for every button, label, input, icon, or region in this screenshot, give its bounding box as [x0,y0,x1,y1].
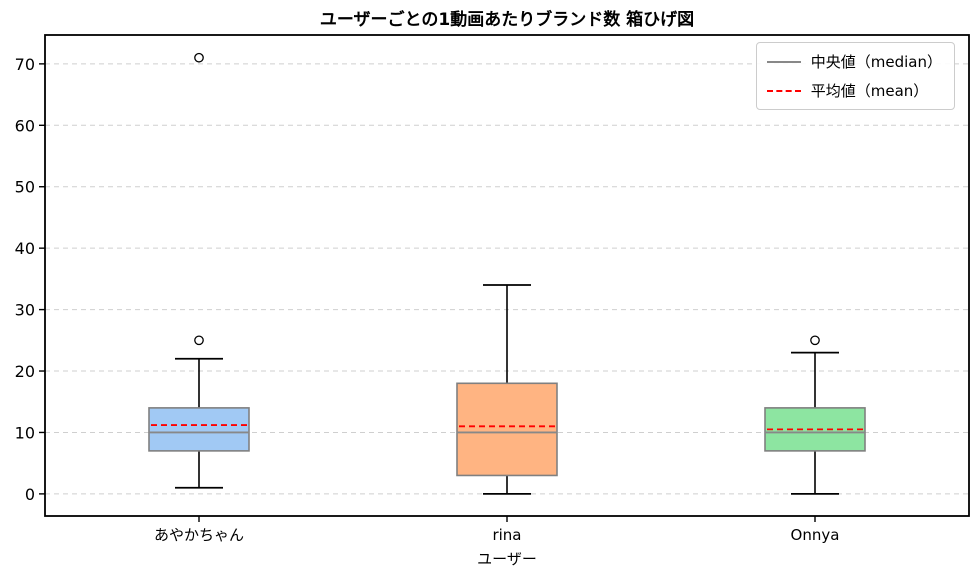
legend: 中央値（median） 平均値（mean） [755,42,955,110]
x-axis-title: ユーザー [477,550,537,568]
boxplot-box [148,407,250,452]
y-tick-label: 70 [15,55,35,74]
legend-mean-label: 平均値（mean） [810,82,929,100]
median-line-swatch [766,60,801,63]
mean-line-swatch [766,89,801,92]
y-tick-label: 10 [15,423,35,442]
y-tick-label: 60 [15,116,35,135]
x-category-label: Onnya [791,526,840,544]
outlier-point [810,335,820,346]
y-tick-label: 40 [15,239,35,258]
y-tick-label: 0 [25,485,35,504]
axes-border [44,34,970,517]
legend-item-mean: 平均値（mean） [766,80,942,101]
outlier-point [194,52,204,63]
legend-median-label: 中央値（median） [810,53,942,71]
y-tick-label: 30 [15,301,35,320]
x-category-label: rina [492,526,521,544]
legend-item-median: 中央値（median） [766,51,942,72]
y-tick-label: 20 [15,362,35,381]
y-tick-label: 50 [15,178,35,197]
outlier-point [194,335,204,346]
chart-title: ユーザーごとの1動画あたりブランド数 箱ひげ図 [319,10,695,30]
x-category-label: あやかちゃん [154,526,244,544]
boxplot-box [456,382,558,477]
